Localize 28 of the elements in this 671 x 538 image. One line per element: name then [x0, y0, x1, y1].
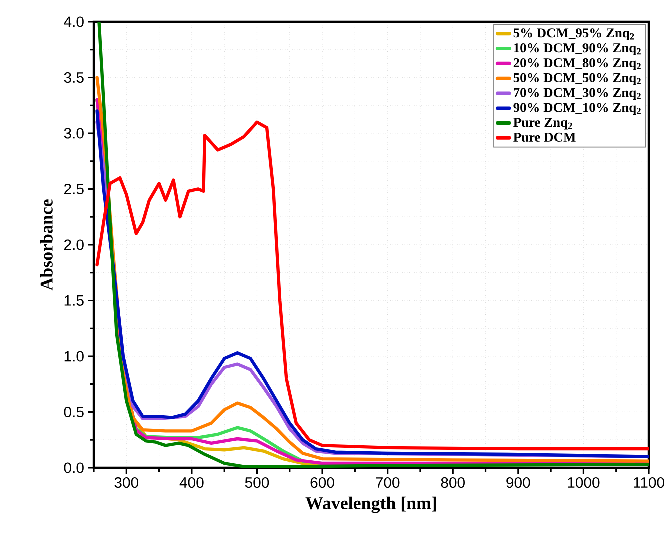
y-tick-label: 2.5 [64, 184, 84, 195]
y-tick-label: 2.0 [64, 240, 84, 250]
y-tick-label: 0.5 [64, 406, 84, 418]
x-tick-label: 300 [114, 477, 139, 488]
legend-label: 50% DCM_50% Znq$_{2}$ [514, 73, 641, 86]
legend-label: 10% DCM_90% Znq$_{2}$ [514, 44, 641, 56]
y-tick-label: 1.5 [64, 296, 84, 306]
legend-label: 20% DCM_80% Znq$_{2}$ [514, 58, 641, 70]
y-tick-label: 1.0 [64, 351, 84, 362]
x-tick-label: 1100 [634, 477, 664, 488]
legend-label: 90% DCM_10% Znq$_{2}$ [514, 103, 641, 116]
x-tick-label: 900 [506, 477, 530, 488]
y-tick-label: 0.0 [64, 462, 84, 474]
x-tick-label: 400 [180, 477, 204, 488]
x-tick-label: 700 [376, 477, 400, 488]
y-tick-label: 3.5 [64, 72, 84, 84]
y-tick-label: 4.0 [64, 16, 84, 28]
y-tick-label: 3.0 [64, 128, 84, 139]
y-axis-title: Absorbance [40, 200, 53, 291]
legend-label: Pure DCM [514, 132, 576, 142]
legend-label: 70% DCM_30% Znq$_{2}$ [514, 88, 641, 100]
x-tick-label: 600 [310, 477, 334, 488]
x-tick-label: 800 [441, 477, 465, 488]
x-tick-label: 1000 [568, 477, 600, 488]
x-tick-label: 500 [245, 477, 270, 488]
x-axis-title: Wavelength [nm] [306, 496, 436, 514]
legend-label: 5% DCM_95% Znq$_{2}$ [514, 28, 634, 40]
legend-label: Pure Znq$_{2}$ [514, 118, 572, 130]
